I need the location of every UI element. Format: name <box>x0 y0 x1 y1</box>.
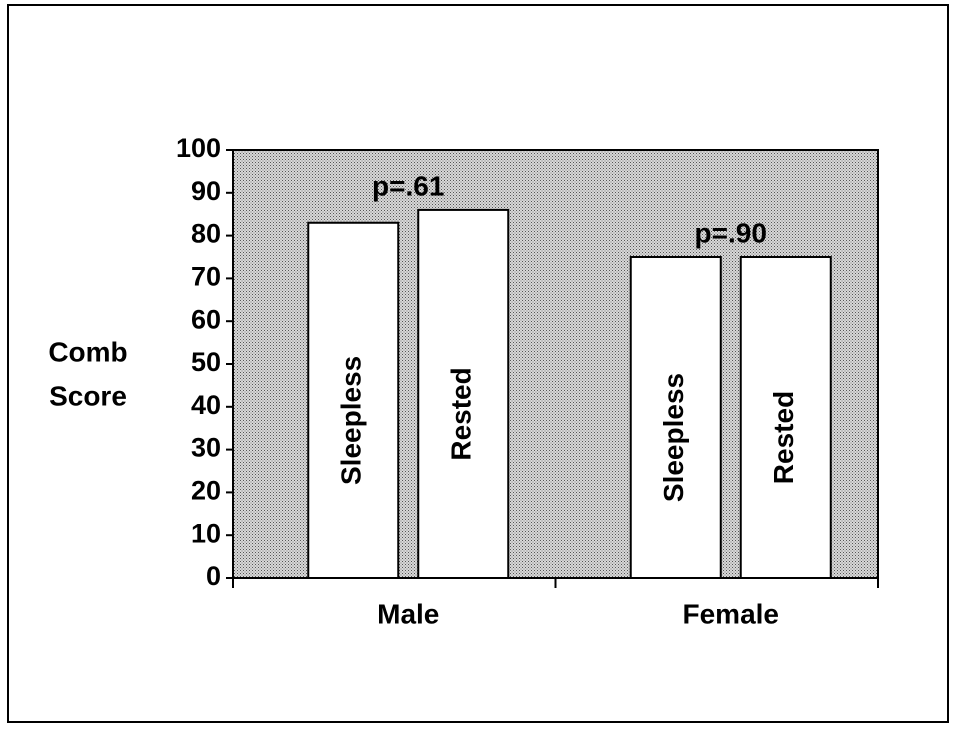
y-tick-label: 100 <box>176 133 221 163</box>
bar <box>629 256 722 579</box>
bar <box>417 208 510 579</box>
y-axis-label: Comb <box>48 336 127 367</box>
bar-series-label: Rested <box>768 391 799 484</box>
bar <box>739 256 832 579</box>
bar-series-label: Rested <box>446 367 477 460</box>
y-tick-label: 80 <box>191 219 221 249</box>
y-axis-label: Score <box>49 380 127 411</box>
x-tick-label: Male <box>377 598 439 629</box>
y-tick-label: 10 <box>191 518 221 548</box>
bar-series-label: Sleepless <box>336 356 367 485</box>
y-tick-label: 60 <box>191 304 221 334</box>
y-tick-label: 50 <box>191 347 221 377</box>
annotation: p=.90 <box>695 217 767 248</box>
y-tick-label: 70 <box>191 262 221 292</box>
y-tick-label: 90 <box>191 176 221 206</box>
y-tick-label: 20 <box>191 476 221 506</box>
y-tick-label: 30 <box>191 433 221 463</box>
annotation: p=.61 <box>372 170 444 201</box>
bar-series-label: Sleepless <box>658 373 689 502</box>
y-tick-label: 40 <box>191 390 221 420</box>
y-tick-label: 0 <box>206 561 221 591</box>
x-tick-label: Female <box>683 598 780 629</box>
bar <box>307 221 400 579</box>
